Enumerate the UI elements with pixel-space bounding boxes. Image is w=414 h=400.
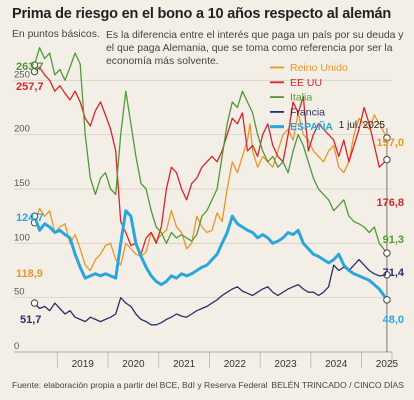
x-tick-label: 2020 bbox=[122, 359, 145, 370]
start-point-italia bbox=[30, 61, 39, 69]
end-label-reino-unido: 197,0 bbox=[376, 137, 404, 149]
x-tick-label: 2024 bbox=[325, 359, 348, 370]
x-tick-label: 2019 bbox=[72, 359, 95, 370]
x-tick-label: 2023 bbox=[274, 359, 297, 370]
y-tick-label: 250 bbox=[14, 69, 30, 80]
end-point-espa-a bbox=[383, 296, 391, 304]
start-label-italia: 263,7 bbox=[16, 61, 44, 73]
end-point-ee-uu bbox=[383, 155, 391, 164]
series-line-espa-a bbox=[33, 209, 389, 302]
chart-explanation: Es la diferencia entre el interés que pa… bbox=[106, 30, 404, 67]
end-point-reino-unido bbox=[383, 134, 391, 142]
series-line-reino-unido bbox=[33, 112, 388, 272]
series-line-ee-uu bbox=[33, 66, 388, 255]
series-line-italia bbox=[33, 47, 388, 254]
start-label-francia: 51,7 bbox=[20, 314, 41, 326]
y-tick-label: 50 bbox=[14, 287, 25, 298]
y-tick-label: 0 bbox=[14, 341, 19, 352]
end-date-label: 1 jul. 2025 bbox=[339, 120, 386, 131]
end-label-espa-a: 48,0 bbox=[383, 314, 404, 326]
chart-title: Prima de riesgo en el bono a 10 años res… bbox=[12, 6, 392, 22]
legend-label-francia: Francia bbox=[290, 106, 325, 118]
legend-label-ee-uu: EE UU bbox=[290, 77, 322, 89]
legend: Reino Unido EE UU Italia Francia ESPAÑA bbox=[270, 62, 348, 133]
y-tick-label: 150 bbox=[14, 178, 30, 189]
legend-label-reino-unido: Reino Unido bbox=[290, 62, 348, 74]
start-label-reino-unido: 118,9 bbox=[16, 268, 43, 280]
chart-subtitle: En puntos básicos. bbox=[12, 29, 100, 40]
y-tick-label: 100 bbox=[14, 232, 30, 243]
end-label-francia: 71,4 bbox=[383, 267, 405, 279]
chart-labels: 0 50 100 150 200 250 2019 2020 2021 2022 2023 2024 2… bbox=[14, 61, 405, 370]
end-point-italia bbox=[383, 249, 391, 257]
end-label-ee-uu: 176,8 bbox=[376, 197, 404, 209]
legend-label-italia: Italia bbox=[290, 92, 312, 104]
footer-source: Fuente: elaboración propia a partir del … bbox=[12, 380, 268, 390]
series-line-francia bbox=[33, 258, 388, 326]
footer-credit: BELÉN TRINCADO / CINCO DÍAS bbox=[271, 380, 404, 390]
y-tick-label: 200 bbox=[14, 124, 30, 135]
start-point-espa-a bbox=[30, 212, 39, 220]
start-point-francia bbox=[30, 299, 39, 307]
start-label-ee-uu: 257,7 bbox=[16, 81, 44, 93]
series-lines bbox=[30, 47, 391, 326]
x-tick-label: 2025 bbox=[376, 359, 399, 370]
grid bbox=[14, 79, 393, 368]
start-label-espa-a: 124,7 bbox=[16, 212, 44, 224]
end-point-francia bbox=[383, 271, 391, 279]
x-tick-label: 2021 bbox=[173, 359, 196, 370]
x-tick-label: 2022 bbox=[224, 359, 247, 370]
legend-label-espa-a: ESPAÑA bbox=[290, 120, 333, 133]
end-label-italia: 91,3 bbox=[383, 234, 404, 246]
